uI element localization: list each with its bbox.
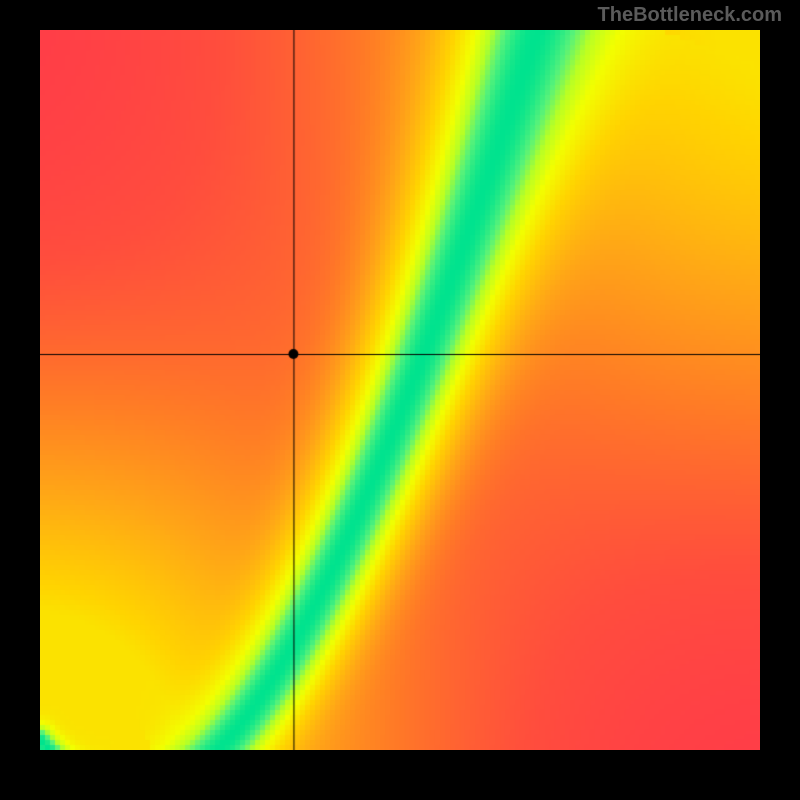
chart-container: { "watermark": "TheBottleneck.com", "cha… — [0, 0, 800, 800]
heatmap-plot — [40, 30, 760, 750]
crosshair-overlay — [40, 30, 760, 750]
watermark-text: TheBottleneck.com — [598, 4, 782, 27]
